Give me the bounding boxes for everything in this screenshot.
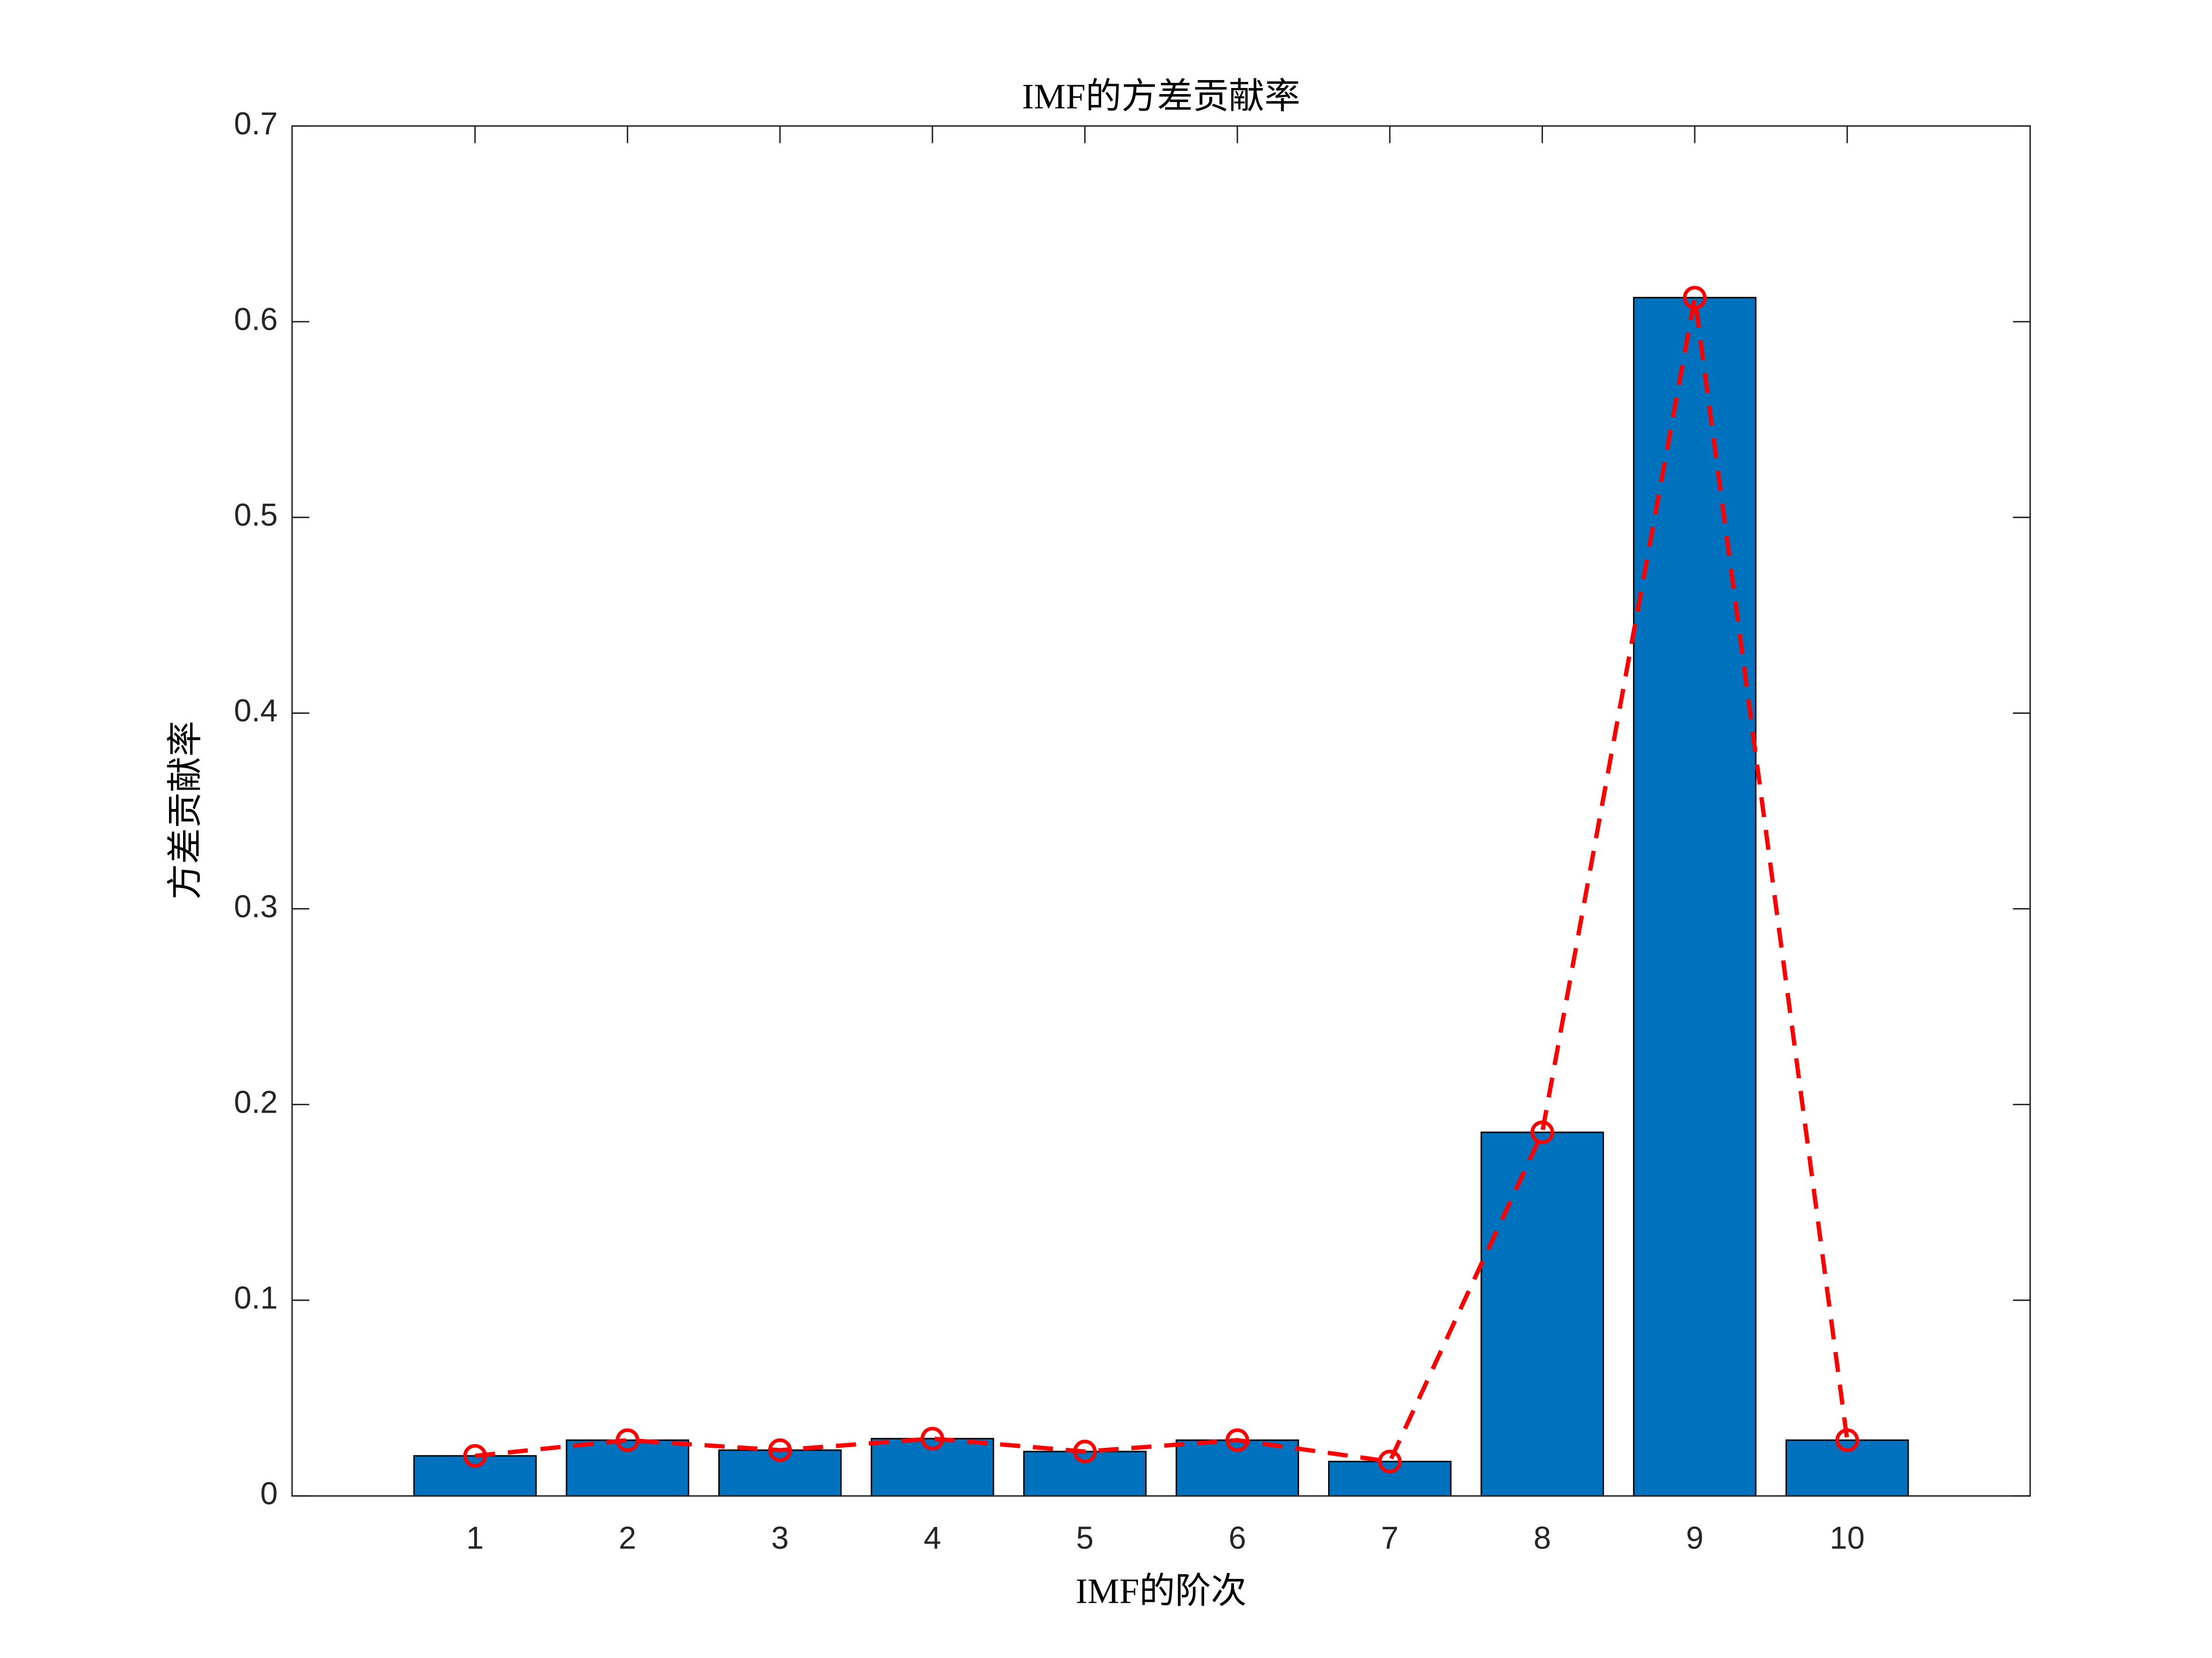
y-axis-label: 方差贡献率 [165,721,205,900]
line-marker [1073,1439,1097,1464]
y-tick-label: 0.5 [234,498,278,533]
line-marker [768,1438,792,1462]
bar [1480,1131,1604,1497]
x-axis-label: IMF的阶次 [1076,1571,1247,1611]
x-tick-label: 4 [924,1520,941,1555]
x-tick-label: 6 [1228,1520,1246,1555]
chart-title: IMF的方差贡献率 [1022,77,1301,117]
line-marker [616,1428,639,1452]
y-tick-label: 0.2 [234,1085,278,1120]
x-tick-label: 8 [1534,1520,1551,1555]
line-marker [1530,1120,1554,1144]
x-tick-label: 5 [1076,1520,1094,1555]
y-tick-label: 0.6 [234,302,278,337]
bar [1328,1460,1452,1497]
x-tick-label: 3 [771,1520,788,1555]
bar [1633,297,1756,1497]
x-tick-label: 1 [466,1520,484,1555]
axes-box [291,125,2031,1497]
line-marker [1835,1428,1859,1452]
line-marker [463,1444,487,1468]
line-marker [1378,1449,1402,1474]
line-marker [1683,286,1707,310]
x-tick-label: 10 [1830,1520,1865,1555]
bar [718,1449,842,1497]
y-tick-label: 0.4 [234,693,278,728]
bar [413,1455,537,1497]
y-tick-label: 0 [260,1476,278,1511]
x-tick-label: 2 [619,1520,636,1555]
x-tick-label: 9 [1686,1520,1703,1555]
bar [1023,1451,1147,1497]
y-tick-label: 0.3 [234,889,278,924]
line-marker [920,1427,944,1451]
y-tick-label: 0.7 [234,106,278,141]
y-tick-label: 0.1 [234,1280,278,1315]
x-tick-label: 7 [1381,1520,1398,1555]
line-marker [1225,1428,1249,1452]
